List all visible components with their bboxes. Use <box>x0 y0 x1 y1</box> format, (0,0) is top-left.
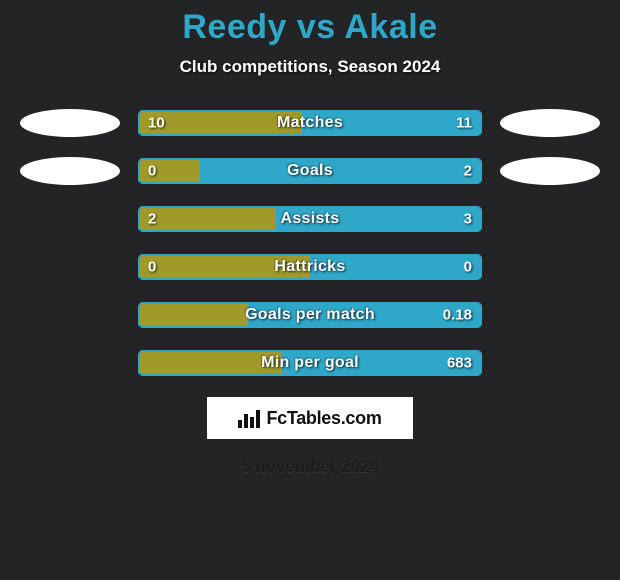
stat-label: Assists <box>138 210 482 228</box>
stat-bar: 10Matches11 <box>138 110 482 136</box>
avatar-spacer <box>20 349 120 377</box>
stat-bar: Min per goal683 <box>138 350 482 376</box>
stat-value-right: 0.18 <box>443 307 472 324</box>
stat-row: 0Hattricks0 <box>0 253 620 281</box>
avatar-spacer <box>20 253 120 281</box>
player-left-avatar <box>20 157 120 185</box>
stat-row: 0Goals2 <box>0 157 620 185</box>
stat-value-right: 2 <box>464 163 472 180</box>
avatar-spacer <box>20 205 120 233</box>
avatar-spacer <box>20 301 120 329</box>
stat-label: Matches <box>138 114 482 132</box>
avatar-spacer <box>500 301 600 329</box>
stat-row: Min per goal683 <box>0 349 620 377</box>
stat-value-right: 11 <box>456 115 472 132</box>
stat-value-right: 683 <box>447 355 472 372</box>
stat-row: 10Matches11 <box>0 109 620 137</box>
player-left-avatar <box>20 109 120 137</box>
stat-bar: Goals per match0.18 <box>138 302 482 328</box>
comparison-card: Reedy vs Akale Club competitions, Season… <box>0 0 620 477</box>
brand-badge: FcTables.com <box>207 397 413 439</box>
stat-label: Goals <box>138 162 482 180</box>
stat-value-right: 3 <box>464 211 472 228</box>
stat-bar: 0Goals2 <box>138 158 482 184</box>
subtitle: Club competitions, Season 2024 <box>0 57 620 77</box>
stat-row: 2Assists3 <box>0 205 620 233</box>
stat-row: Goals per match0.18 <box>0 301 620 329</box>
chart-icon <box>238 408 260 428</box>
stat-label: Hattricks <box>138 258 482 276</box>
avatar-spacer <box>500 205 600 233</box>
stat-bar: 0Hattricks0 <box>138 254 482 280</box>
player-right-avatar <box>500 109 600 137</box>
date-label: 5 november 2024 <box>0 457 620 477</box>
avatar-spacer <box>500 349 600 377</box>
player-right-avatar <box>500 157 600 185</box>
stat-bar: 2Assists3 <box>138 206 482 232</box>
stats-list: 10Matches110Goals22Assists30Hattricks0Go… <box>0 109 620 377</box>
stat-label: Goals per match <box>138 306 482 324</box>
stat-label: Min per goal <box>138 354 482 372</box>
brand-text: FcTables.com <box>266 408 381 429</box>
stat-value-right: 0 <box>464 259 472 276</box>
avatar-spacer <box>500 253 600 281</box>
page-title: Reedy vs Akale <box>0 8 620 47</box>
